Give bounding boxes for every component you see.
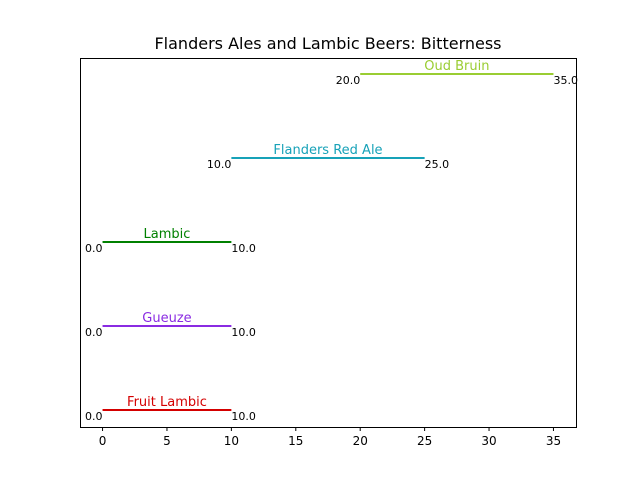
range-name-label: Oud Bruin xyxy=(424,59,489,74)
x-tick-label: 5 xyxy=(163,434,171,448)
range-start-label: 0.0 xyxy=(85,410,103,423)
range-end-label: 10.0 xyxy=(231,410,256,423)
range-end-label: 10.0 xyxy=(231,242,256,255)
x-tick-label: 10 xyxy=(224,434,239,448)
x-tick-label: 30 xyxy=(481,434,496,448)
range-name-label: Gueuze xyxy=(142,311,191,326)
range-start-label: 0.0 xyxy=(85,242,103,255)
plot-frame xyxy=(80,58,577,428)
x-tick-label: 15 xyxy=(288,434,303,448)
range-name-label: Flanders Red Ale xyxy=(273,143,382,158)
range-start-label: 0.0 xyxy=(85,326,103,339)
x-tick-label: 25 xyxy=(417,434,432,448)
x-tick-label: 0 xyxy=(99,434,107,448)
range-end-label: 10.0 xyxy=(231,326,256,339)
range-start-label: 20.0 xyxy=(336,74,361,87)
x-axis: 0 5 10 15 20 25 30 35 xyxy=(99,427,561,448)
range-series: Fruit Lambic 0.0 10.0 Gueuze 0.0 10.0 Lambic 0.… xyxy=(85,59,578,423)
range-start-label: 10.0 xyxy=(207,158,232,171)
range-end-label: 25.0 xyxy=(425,158,450,171)
chart-title: Flanders Ales and Lambic Beers: Bitterne… xyxy=(154,34,501,53)
range-name-label: Fruit Lambic xyxy=(127,395,207,410)
x-tick-label: 35 xyxy=(546,434,561,448)
range-end-label: 35.0 xyxy=(553,74,578,87)
range-name-label: Lambic xyxy=(144,227,191,242)
x-tick-label: 20 xyxy=(353,434,368,448)
